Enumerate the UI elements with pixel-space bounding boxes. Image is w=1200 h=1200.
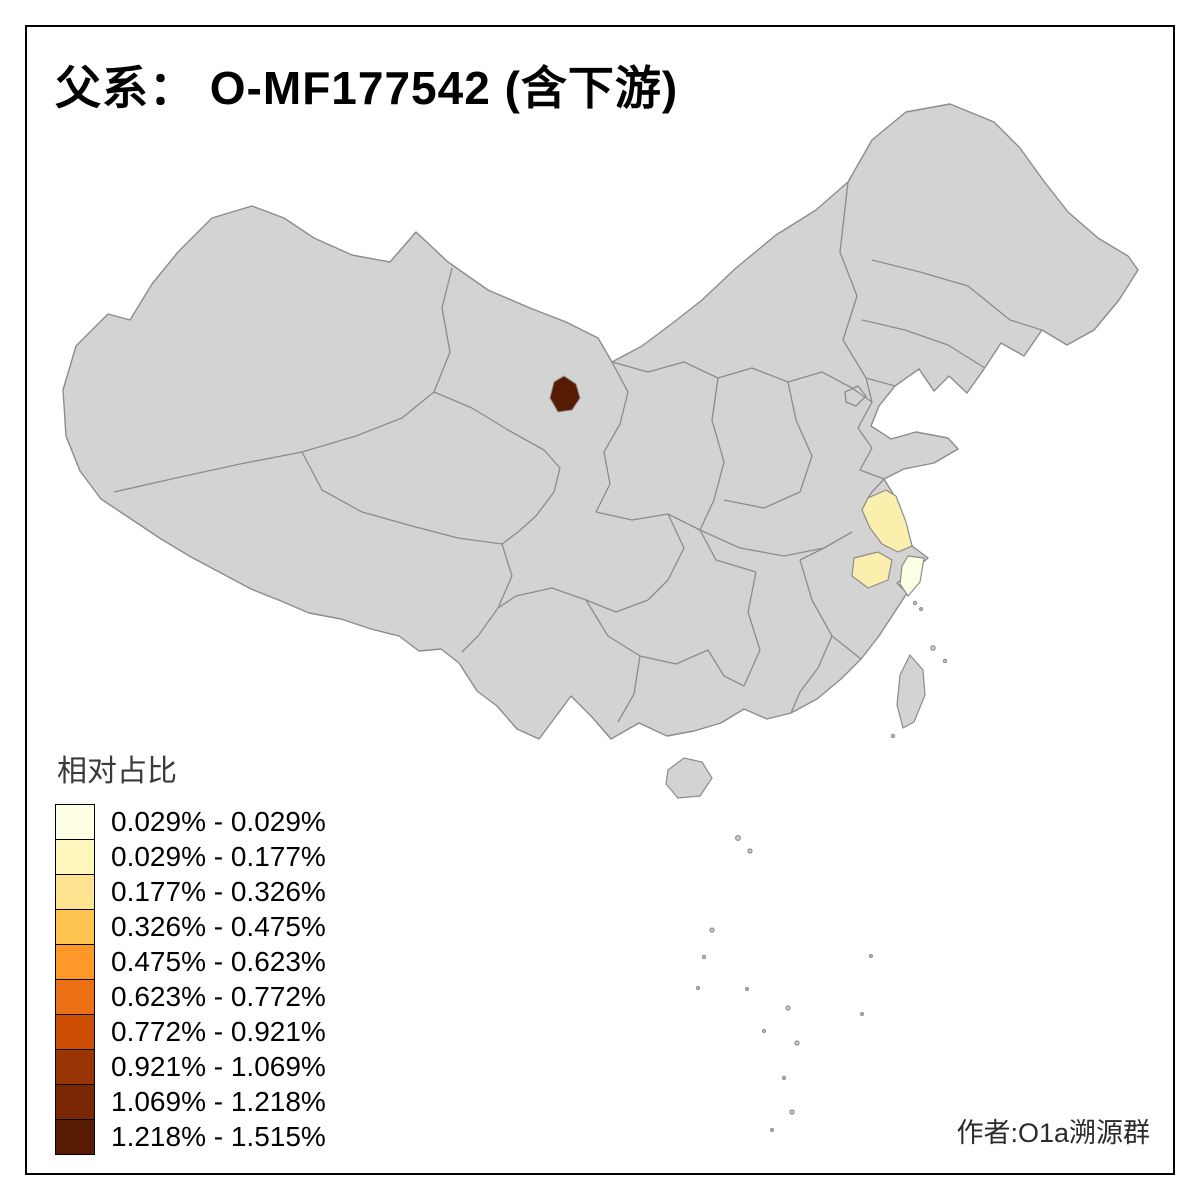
province-border: [301, 451, 503, 545]
author-credit: 作者:O1a溯源群: [956, 1118, 1150, 1148]
legend-label: 0.772% - 0.921%: [111, 1016, 326, 1047]
small-island: [709, 927, 715, 933]
legend-label: 0.326% - 0.475%: [111, 911, 326, 942]
province-border: [711, 377, 725, 501]
legend-item: 0.029% - 0.177%: [55, 839, 326, 875]
small-island: [695, 985, 701, 991]
province-border: [787, 381, 813, 493]
legend-item: 0.029% - 0.029%: [55, 804, 326, 840]
legend-item: 0.326% - 0.475%: [55, 909, 326, 945]
legend-label: 0.921% - 1.069%: [111, 1051, 326, 1082]
province-border: [699, 529, 757, 573]
hainan-island: [665, 757, 713, 799]
small-island: [912, 600, 918, 606]
province-border: [799, 559, 833, 669]
small-island: [701, 954, 707, 960]
region-highlight-palest: [899, 555, 925, 597]
region-highlight-yellow-north: [861, 489, 913, 553]
small-island: [890, 733, 896, 739]
province-border: [839, 181, 873, 403]
small-island: [734, 834, 741, 841]
small-island: [942, 658, 948, 664]
small-island: [789, 1109, 795, 1115]
legend-swatch: [55, 909, 95, 945]
legend-swatch: [55, 874, 95, 910]
legend-label: 1.218% - 1.515%: [111, 1121, 326, 1152]
province-border: [743, 571, 761, 687]
province-border: [595, 361, 629, 513]
province-border: [871, 259, 1043, 331]
small-island: [781, 1075, 787, 1081]
province-border: [867, 478, 885, 499]
legend-label: 0.029% - 0.177%: [111, 841, 326, 872]
small-island: [918, 606, 923, 611]
province-border: [699, 499, 715, 531]
province-border: [799, 547, 825, 561]
small-island: [794, 1040, 800, 1046]
small-island: [761, 1028, 767, 1034]
small-island: [769, 1127, 774, 1132]
page-title: 父系： O-MF177542 (含下游): [55, 62, 679, 114]
islands: [665, 600, 948, 1132]
legend-item: 0.772% - 0.921%: [55, 1014, 326, 1050]
legend-swatch: [55, 839, 95, 875]
legend-swatch: [55, 1084, 95, 1120]
province-border: [611, 361, 873, 403]
province-border: [433, 391, 561, 545]
legend-label: 0.475% - 0.623%: [111, 946, 326, 977]
small-island: [747, 848, 753, 854]
small-island: [785, 1005, 791, 1011]
legend-swatch: [55, 1119, 95, 1155]
legend-swatch: [55, 944, 95, 980]
province-border: [699, 529, 853, 557]
province-border: [723, 491, 801, 509]
small-island: [930, 645, 936, 651]
province-border: [497, 513, 685, 613]
legend-item: 0.177% - 0.326%: [55, 874, 326, 910]
legend-swatch: [55, 1049, 95, 1085]
legend-label: 0.177% - 0.326%: [111, 876, 326, 907]
legend-item: 0.623% - 0.772%: [55, 979, 326, 1015]
legend-item: 1.218% - 1.515%: [55, 1119, 326, 1155]
legend-swatch: [55, 979, 95, 1015]
legend-title: 相对占比: [57, 755, 177, 788]
province-border: [861, 319, 986, 369]
legend-item: 0.475% - 0.623%: [55, 944, 326, 980]
small-island: [744, 986, 749, 991]
province-border: [865, 377, 896, 387]
province-border: [707, 649, 745, 687]
small-island: [859, 1011, 864, 1016]
legend-swatch: [55, 804, 95, 840]
legend-label: 0.029% - 0.029%: [111, 806, 326, 837]
legend-label: 0.623% - 0.772%: [111, 981, 326, 1012]
china-mainland: [62, 103, 1139, 740]
province-border: [844, 385, 867, 407]
province-border: [831, 635, 862, 660]
legend-swatch: [55, 1014, 95, 1050]
province-borders: [113, 181, 1043, 723]
legend-item: 1.069% - 1.218%: [55, 1084, 326, 1120]
region-highlight-yellow-south: [851, 551, 893, 589]
province-border: [113, 267, 453, 493]
region-highlight-darkest: [549, 375, 581, 413]
small-island: [868, 953, 873, 958]
legend-label: 1.069% - 1.218%: [111, 1086, 326, 1117]
province-border: [857, 401, 885, 480]
taiwan-island: [896, 653, 926, 729]
province-border: [595, 511, 701, 531]
province-border: [617, 655, 641, 723]
province-border: [790, 667, 819, 714]
legend-item: 0.921% - 1.069%: [55, 1049, 326, 1085]
legend: 相对占比 0.029% - 0.029% 0.029% - 0.177% 0.1…: [55, 746, 326, 1155]
